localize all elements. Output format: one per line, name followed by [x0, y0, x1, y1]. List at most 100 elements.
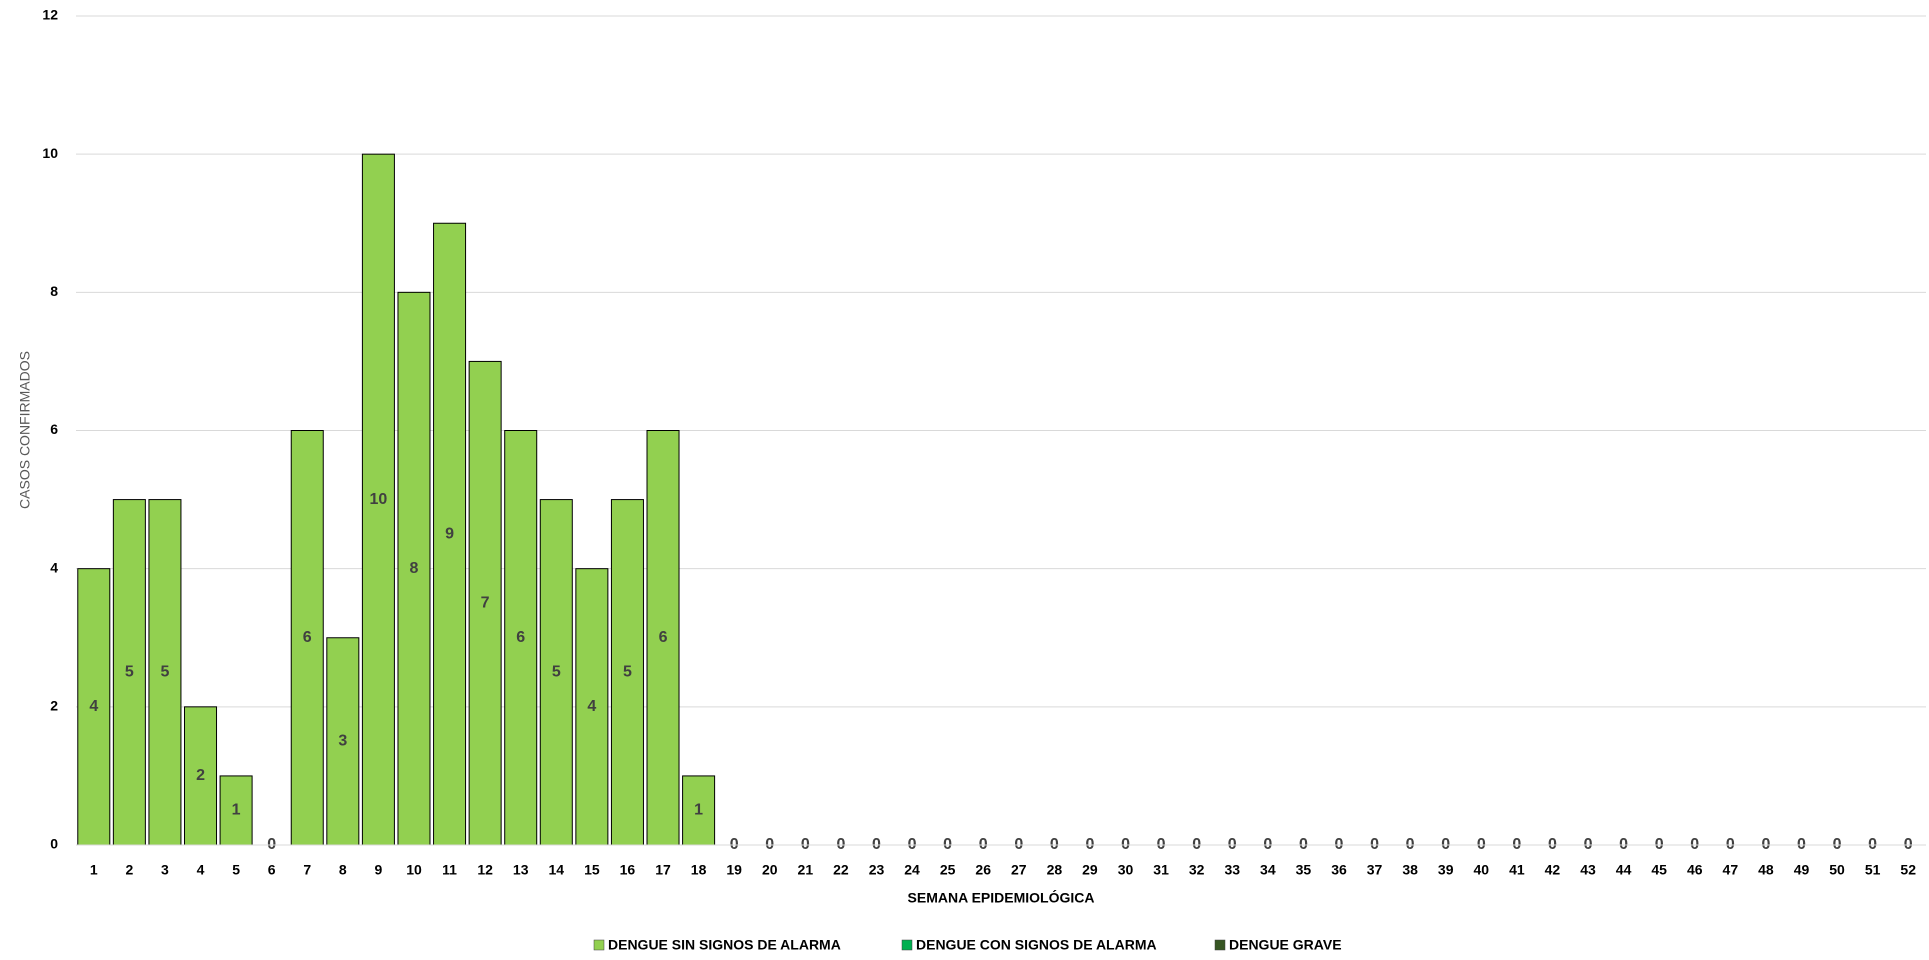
data-label: 10	[370, 491, 388, 508]
x-tick-label: 11	[442, 862, 457, 878]
data-label: 6	[303, 629, 312, 646]
bar	[504, 430, 538, 846]
x-tick-label: 40	[1473, 862, 1489, 878]
data-label: 1	[232, 802, 241, 819]
x-axis-title: SEMANA EPIDEMIOLÓGICA	[908, 889, 1095, 906]
data-label: 5	[160, 664, 169, 681]
bar	[361, 153, 395, 846]
data-label: 4	[587, 698, 596, 715]
data-label: 5	[125, 664, 134, 681]
y-tick-label: 12	[42, 7, 58, 23]
data-label: 8	[410, 560, 419, 577]
x-tick-label: 25	[940, 862, 956, 878]
x-tick-label: 33	[1224, 862, 1240, 878]
x-tick-label: 46	[1687, 862, 1703, 878]
x-tick-label: 35	[1296, 862, 1312, 878]
x-tick-label: 7	[303, 862, 311, 878]
bar	[682, 775, 716, 846]
bar	[468, 360, 502, 846]
x-tick-label: 8	[339, 862, 347, 878]
y-tick-label: 2	[50, 698, 58, 714]
x-tick-label: 17	[655, 862, 671, 878]
x-tick-label: 20	[762, 862, 778, 878]
legend-label: DENGUE CON SIGNOS DE ALARMA	[916, 937, 1157, 953]
bar	[539, 499, 573, 846]
x-tick-label: 22	[833, 862, 849, 878]
bar	[148, 499, 182, 846]
data-label: 6	[659, 629, 668, 646]
x-tick-label: 3	[161, 862, 169, 878]
x-tick-label: 12	[477, 862, 493, 878]
x-tick-label: 6	[268, 862, 276, 878]
x-tick-label: 34	[1260, 862, 1276, 878]
bar	[575, 568, 609, 846]
x-tick-label: 9	[375, 862, 383, 878]
x-tick-label: 5	[232, 862, 240, 878]
x-tick-label: 1	[90, 862, 98, 878]
bar	[610, 499, 644, 846]
x-tick-label: 16	[620, 862, 636, 878]
x-tick-label: 38	[1402, 862, 1418, 878]
data-label: 9	[445, 525, 454, 542]
y-tick-label: 6	[50, 421, 58, 437]
x-tick-label: 41	[1509, 862, 1525, 878]
y-tick-label: 0	[50, 836, 58, 852]
x-tick-label: 23	[869, 862, 885, 878]
x-tick-label: 43	[1580, 862, 1596, 878]
x-tick-label: 48	[1758, 862, 1774, 878]
bar	[326, 637, 360, 846]
x-tick-label: 2	[125, 862, 133, 878]
data-label: 4	[89, 698, 98, 715]
x-tick-label: 51	[1865, 862, 1881, 878]
x-tick-label: 27	[1011, 862, 1027, 878]
legend-swatch	[1214, 939, 1226, 951]
data-label: 3	[338, 733, 347, 750]
y-tick-label: 4	[50, 559, 58, 575]
x-tick-label: 15	[584, 862, 600, 878]
data-label: 6	[516, 629, 525, 646]
x-tick-label: 14	[548, 862, 564, 878]
x-tick-label: 4	[197, 862, 205, 878]
x-tick-label: 29	[1082, 862, 1098, 878]
x-tick-label: 28	[1047, 862, 1063, 878]
bar	[219, 775, 253, 846]
bar	[646, 430, 680, 846]
x-tick-label: 24	[904, 862, 920, 878]
data-label: 7	[481, 594, 490, 611]
legend-swatch	[901, 939, 913, 951]
data-label: 5	[552, 664, 561, 681]
legend-label: DENGUE GRAVE	[1229, 937, 1342, 953]
x-tick-label: 31	[1153, 862, 1169, 878]
x-tick-label: 19	[726, 862, 742, 878]
x-tick-label: 18	[691, 862, 707, 878]
bar	[184, 706, 218, 846]
y-tick-label: 8	[50, 283, 58, 299]
x-tick-label: 32	[1189, 862, 1205, 878]
x-tick-label: 52	[1900, 862, 1916, 878]
x-tick-label: 45	[1651, 862, 1667, 878]
bar	[112, 499, 146, 846]
bar	[290, 430, 324, 846]
x-tick-label: 39	[1438, 862, 1454, 878]
x-tick-label: 36	[1331, 862, 1347, 878]
y-tick-label: 10	[42, 145, 58, 161]
data-label: 5	[623, 664, 632, 681]
legend-swatch	[593, 939, 605, 951]
x-tick-label: 42	[1545, 862, 1561, 878]
x-tick-label: 37	[1367, 862, 1383, 878]
data-label: 2	[196, 767, 205, 784]
x-tick-label: 49	[1794, 862, 1810, 878]
x-tick-label: 50	[1829, 862, 1845, 878]
legend-label: DENGUE SIN SIGNOS DE ALARMA	[608, 937, 841, 953]
x-tick-label: 30	[1118, 862, 1134, 878]
x-tick-label: 21	[798, 862, 814, 878]
y-axis-title: CASOS CONFIRMADOS	[17, 351, 33, 509]
bar	[433, 222, 467, 846]
x-tick-label: 13	[513, 862, 529, 878]
x-tick-label: 10	[406, 862, 422, 878]
data-label: 1	[694, 802, 703, 819]
x-tick-label: 26	[975, 862, 991, 878]
x-tick-label: 44	[1616, 862, 1632, 878]
x-tick-label: 47	[1723, 862, 1739, 878]
